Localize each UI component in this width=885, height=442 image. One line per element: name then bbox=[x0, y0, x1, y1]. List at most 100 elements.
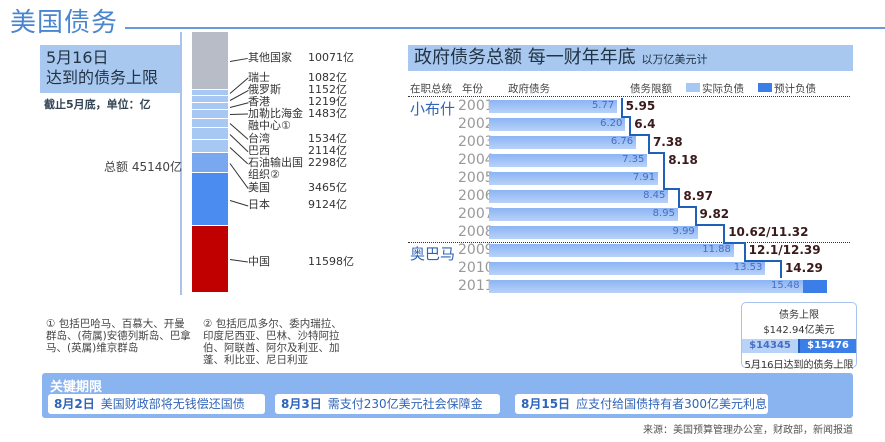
stack-segment bbox=[192, 32, 228, 90]
actual-debt-bar bbox=[489, 172, 659, 185]
debt-limit-line bbox=[663, 152, 666, 170]
debt-limit-value: 8.97 bbox=[683, 189, 713, 203]
deadline-item: 8月3日 需支付230亿美元社会保障金 bbox=[275, 394, 500, 414]
holder-value: 11598亿 bbox=[308, 255, 354, 268]
leader-line bbox=[229, 259, 249, 263]
actual-debt-bar bbox=[489, 118, 626, 131]
holder-value: 1082亿 bbox=[308, 71, 347, 84]
debt-limit-line bbox=[620, 98, 623, 116]
col-debt: 政府债务 bbox=[508, 83, 550, 95]
president-bush: 小布什 bbox=[410, 100, 456, 118]
debt-limit-value: 12.1/12.39 bbox=[748, 243, 821, 257]
deadline-date: 8月15日 bbox=[521, 397, 571, 411]
actual-debt-bar bbox=[489, 262, 766, 275]
actual-debt-bar bbox=[489, 100, 618, 113]
total-label: 总额 45140亿 bbox=[104, 160, 182, 174]
debt-limit-value: 8.18 bbox=[668, 153, 698, 167]
holder-label: 台湾 bbox=[248, 132, 270, 145]
callout-actual: $14345 bbox=[742, 339, 798, 353]
holder-label: 石油输出国组织② bbox=[248, 156, 303, 181]
debt-limit-step bbox=[647, 152, 666, 154]
holder-value: 2114亿 bbox=[308, 144, 347, 157]
leader-line bbox=[229, 163, 249, 189]
holder-label: 香港 bbox=[248, 95, 270, 108]
callout-line1: 债务上限 bbox=[779, 310, 819, 321]
source-note: 来源：美国预算管理办公室，财政部，新闻报道 bbox=[643, 425, 853, 436]
heading-line2: 达到的债务上限 bbox=[46, 68, 159, 87]
holder-label: 巴西 bbox=[248, 144, 270, 157]
debt-limit-value: 6.4 bbox=[634, 117, 656, 131]
actual-debt-value: 11.88 bbox=[702, 244, 731, 255]
actual-debt-value: 9.99 bbox=[672, 226, 695, 237]
stack-segment bbox=[192, 90, 228, 96]
legend-projected-swatch bbox=[758, 83, 772, 92]
actual-debt-bar bbox=[489, 136, 637, 149]
footnote-1: ① 包括巴哈马、百慕大、开曼群岛、(荷属)安德列斯岛、巴拿马、(英属)维京群岛 bbox=[46, 318, 191, 354]
holder-value: 1483亿 bbox=[308, 107, 347, 120]
actual-debt-bar bbox=[489, 280, 803, 293]
debt-limit-line bbox=[629, 116, 632, 134]
debt-limit-value: 5.95 bbox=[625, 99, 656, 113]
debt-limit-step bbox=[723, 242, 746, 244]
holder-value: 3465亿 bbox=[308, 181, 347, 194]
deadline-text: 应支付给国债持有者300亿美元利息 bbox=[576, 397, 767, 411]
year-label: 2001 bbox=[458, 98, 494, 114]
debt-limit-line bbox=[678, 188, 681, 206]
debt-limit-line bbox=[779, 260, 782, 278]
leader-line bbox=[229, 113, 249, 116]
unit-note: 截止5月底，单位：亿 bbox=[44, 98, 151, 111]
col-president: 在职总统 bbox=[410, 83, 452, 95]
actual-debt-value: 5.77 bbox=[591, 100, 615, 111]
holder-label: 加勒比海金融中心① bbox=[248, 107, 303, 132]
debt-limit-line bbox=[663, 170, 666, 188]
actual-debt-value: 7.35 bbox=[622, 154, 645, 165]
actual-debt-value: 8.95 bbox=[652, 208, 675, 219]
debt-limit-value: 10.62/11.32 bbox=[728, 225, 809, 239]
actual-debt-value: 15.48 bbox=[771, 280, 800, 291]
leader-line bbox=[229, 199, 249, 206]
year-label: 2008 bbox=[458, 224, 494, 240]
deadline-text: 需支付230亿美元社会保障金 bbox=[327, 397, 483, 411]
debt-limit-step bbox=[678, 206, 697, 208]
debt-limit-step bbox=[663, 188, 681, 190]
callout-divider bbox=[798, 339, 800, 353]
stack-segment bbox=[192, 225, 228, 292]
holder-label: 美国 bbox=[248, 181, 270, 194]
holder-label: 俄罗斯 bbox=[248, 83, 281, 96]
debt-limit-step bbox=[629, 134, 650, 136]
deadline-date: 8月2日 bbox=[54, 397, 95, 411]
debt-limit-value: 7.38 bbox=[652, 135, 683, 149]
leader-line bbox=[229, 102, 249, 108]
holder-value: 1219亿 bbox=[308, 95, 347, 108]
debt-limit-step bbox=[743, 260, 782, 262]
debt-limit-callout: 债务上限 $142.94亿美元 $14345 $15476 5月16日达到的债务… bbox=[741, 302, 857, 371]
deadline-item: 8月2日 美国财政部将无钱偿还国债 bbox=[48, 394, 265, 414]
page-title: 美国债务 bbox=[10, 8, 119, 38]
president-divider bbox=[408, 242, 850, 243]
header-divider bbox=[408, 96, 850, 97]
holder-label: 中国 bbox=[248, 255, 270, 268]
actual-debt-value: 6.76 bbox=[610, 136, 634, 147]
holder-label: 其他国家 bbox=[248, 51, 292, 64]
stack-segment bbox=[192, 173, 228, 225]
debt-limit-step bbox=[620, 116, 632, 118]
year-label: 2009 bbox=[458, 242, 494, 258]
actual-debt-bar bbox=[489, 226, 698, 239]
leader-line bbox=[229, 58, 249, 63]
footnote-2: ② 包括厄瓜多尔、委内瑞拉、印度尼西亚、巴林、沙特阿拉伯、阿联酋、阿尔及利亚、加… bbox=[203, 318, 342, 366]
holders-heading: 5月16日 达到的债务上限 bbox=[40, 45, 180, 93]
stack-segment bbox=[192, 127, 228, 139]
debt-limit-line bbox=[647, 134, 650, 152]
year-label: 2002 bbox=[458, 116, 494, 132]
stack-segment bbox=[192, 103, 228, 110]
holder-value: 1152亿 bbox=[308, 83, 347, 96]
stack-segment bbox=[192, 110, 228, 118]
actual-debt-value: 7.91 bbox=[632, 172, 656, 183]
actual-debt-value: 6.20 bbox=[600, 118, 623, 129]
holder-label: 瑞士 bbox=[248, 71, 270, 84]
holder-value: 9124亿 bbox=[308, 198, 347, 211]
debt-limit-value: 9.82 bbox=[699, 207, 730, 221]
chart-title-text: 政府债务总额 每一财年年底 bbox=[414, 47, 636, 68]
chart-unit: 以万亿美元计 bbox=[641, 53, 708, 66]
year-label: 2005 bbox=[458, 170, 494, 186]
